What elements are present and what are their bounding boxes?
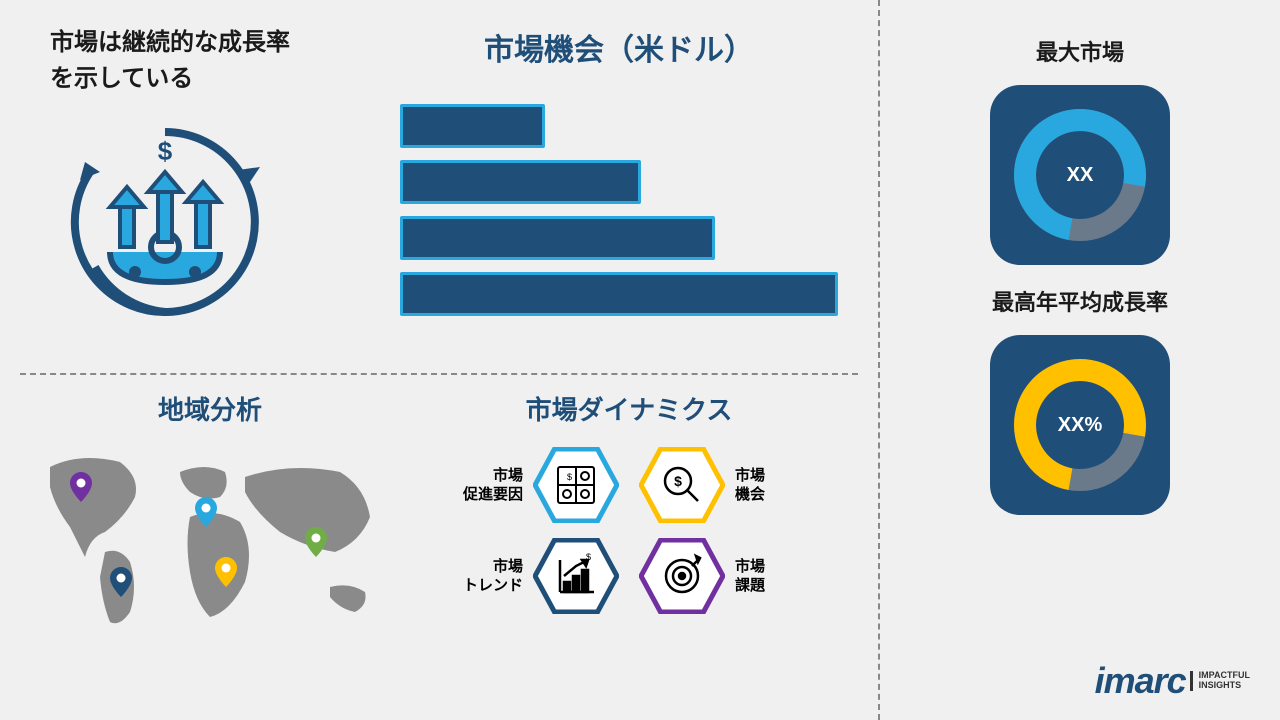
dynamics-item: 市場 機会 $: [639, 447, 848, 523]
map-pin-icon: [305, 527, 327, 557]
dynamics-panel: 市場ダイナミクス 市場 促進要因 $ 市場 機会 $ 市場 トレンド $ 市場 課題: [400, 390, 858, 695]
hexagon-icon: $: [533, 538, 619, 614]
svg-text:$: $: [158, 136, 173, 166]
donut2-card: XX%: [990, 335, 1170, 515]
world-map: [30, 437, 390, 637]
growth-title: 市場は継続的な成長率 を示している: [50, 25, 380, 97]
growth-icon: $: [50, 112, 280, 332]
donut2-title: 最高年平均成長率: [990, 285, 1170, 317]
chart-bar: [400, 104, 545, 148]
dynamics-label: 市場 機会: [735, 466, 848, 505]
donut1-card: XX: [990, 85, 1170, 265]
svg-text:$: $: [674, 473, 682, 489]
map-pin-icon: [195, 497, 217, 527]
dynamics-label: 市場 課題: [735, 557, 848, 596]
donut-cagr: 最高年平均成長率 XX%: [990, 285, 1170, 515]
map-pin-icon: [70, 472, 92, 502]
logo-tagline: IMPACTFUL INSIGHTS: [1190, 671, 1250, 691]
dynamics-item: 市場 課題: [639, 538, 848, 614]
dynamics-item: 市場 トレンド $: [410, 538, 619, 614]
hexagon-icon: [639, 538, 725, 614]
donut2-value: XX%: [1058, 414, 1102, 437]
donut1-title: 最大市場: [990, 35, 1170, 67]
donut1-value: XX: [1067, 164, 1094, 187]
donut-largest-market: 最大市場 XX: [990, 35, 1170, 265]
dynamics-label: 市場 促進要因: [410, 466, 523, 505]
map-pin-icon: [215, 557, 237, 587]
chart-bar: [400, 160, 641, 204]
hexagon-icon: $: [639, 447, 725, 523]
region-panel: 地域分析: [20, 390, 400, 695]
chart-title: 市場機会（米ドル）: [400, 25, 838, 69]
map-pin-icon: [110, 567, 132, 597]
chart-panel: 市場機会（米ドル）: [400, 15, 858, 363]
hexagon-icon: $: [533, 447, 619, 523]
dynamics-item: 市場 促進要因 $: [410, 447, 619, 523]
growth-panel: 市場は継続的な成長率 を示している: [20, 15, 400, 363]
svg-text:$: $: [567, 472, 572, 482]
dynamics-title: 市場ダイナミクス: [410, 390, 848, 427]
svg-text:$: $: [586, 552, 591, 562]
region-title: 地域分析: [30, 390, 390, 427]
chart-bar: [400, 216, 715, 260]
dynamics-label: 市場 トレンド: [410, 557, 523, 596]
bar-chart: [400, 104, 838, 316]
logo-text: imarc: [1095, 660, 1186, 702]
brand-logo: imarc IMPACTFUL INSIGHTS: [1095, 660, 1250, 702]
chart-bar: [400, 272, 838, 316]
